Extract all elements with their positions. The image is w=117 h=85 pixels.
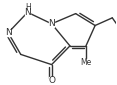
Bar [25, 9, 30, 15]
Bar [25, 5, 30, 10]
Bar [81, 59, 91, 65]
Text: N: N [5, 28, 12, 37]
Text: Me: Me [80, 58, 92, 67]
Text: H: H [25, 3, 31, 12]
Bar [49, 77, 55, 83]
Text: N: N [24, 8, 31, 17]
Bar [5, 30, 11, 36]
Bar [49, 21, 55, 27]
Text: N: N [48, 19, 55, 28]
Text: O: O [48, 76, 55, 85]
